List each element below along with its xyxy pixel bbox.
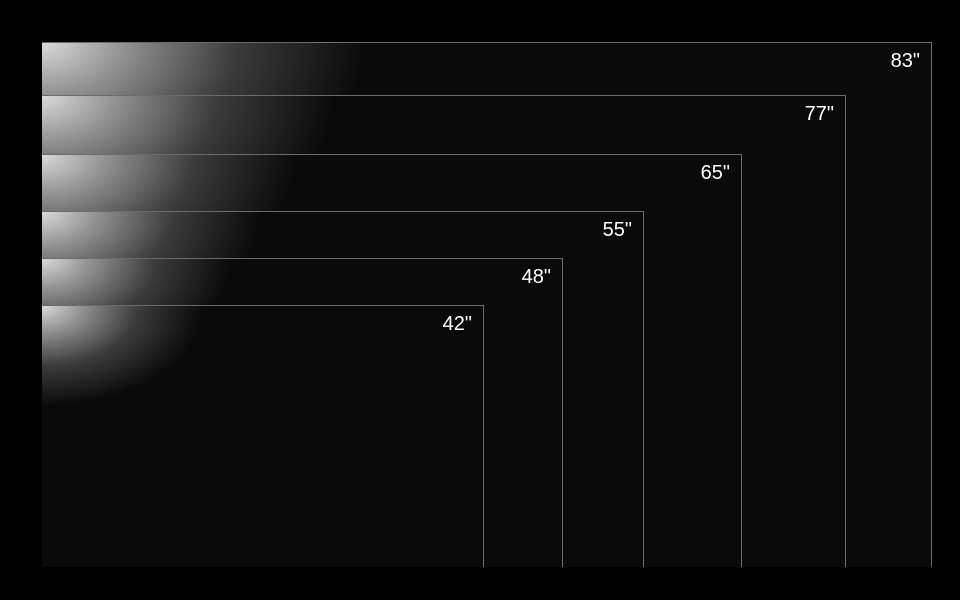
size-label-48: 48" xyxy=(522,266,551,289)
tv-size-diagram: 83" 77" 65" 55" 48" 42" xyxy=(0,0,960,600)
size-label-77: 77" xyxy=(805,103,834,126)
size-label-83: 83" xyxy=(891,50,920,73)
size-label-42: 42" xyxy=(443,313,472,336)
size-panel-42 xyxy=(42,305,484,567)
size-label-55: 55" xyxy=(603,219,632,242)
size-label-65: 65" xyxy=(701,162,730,185)
